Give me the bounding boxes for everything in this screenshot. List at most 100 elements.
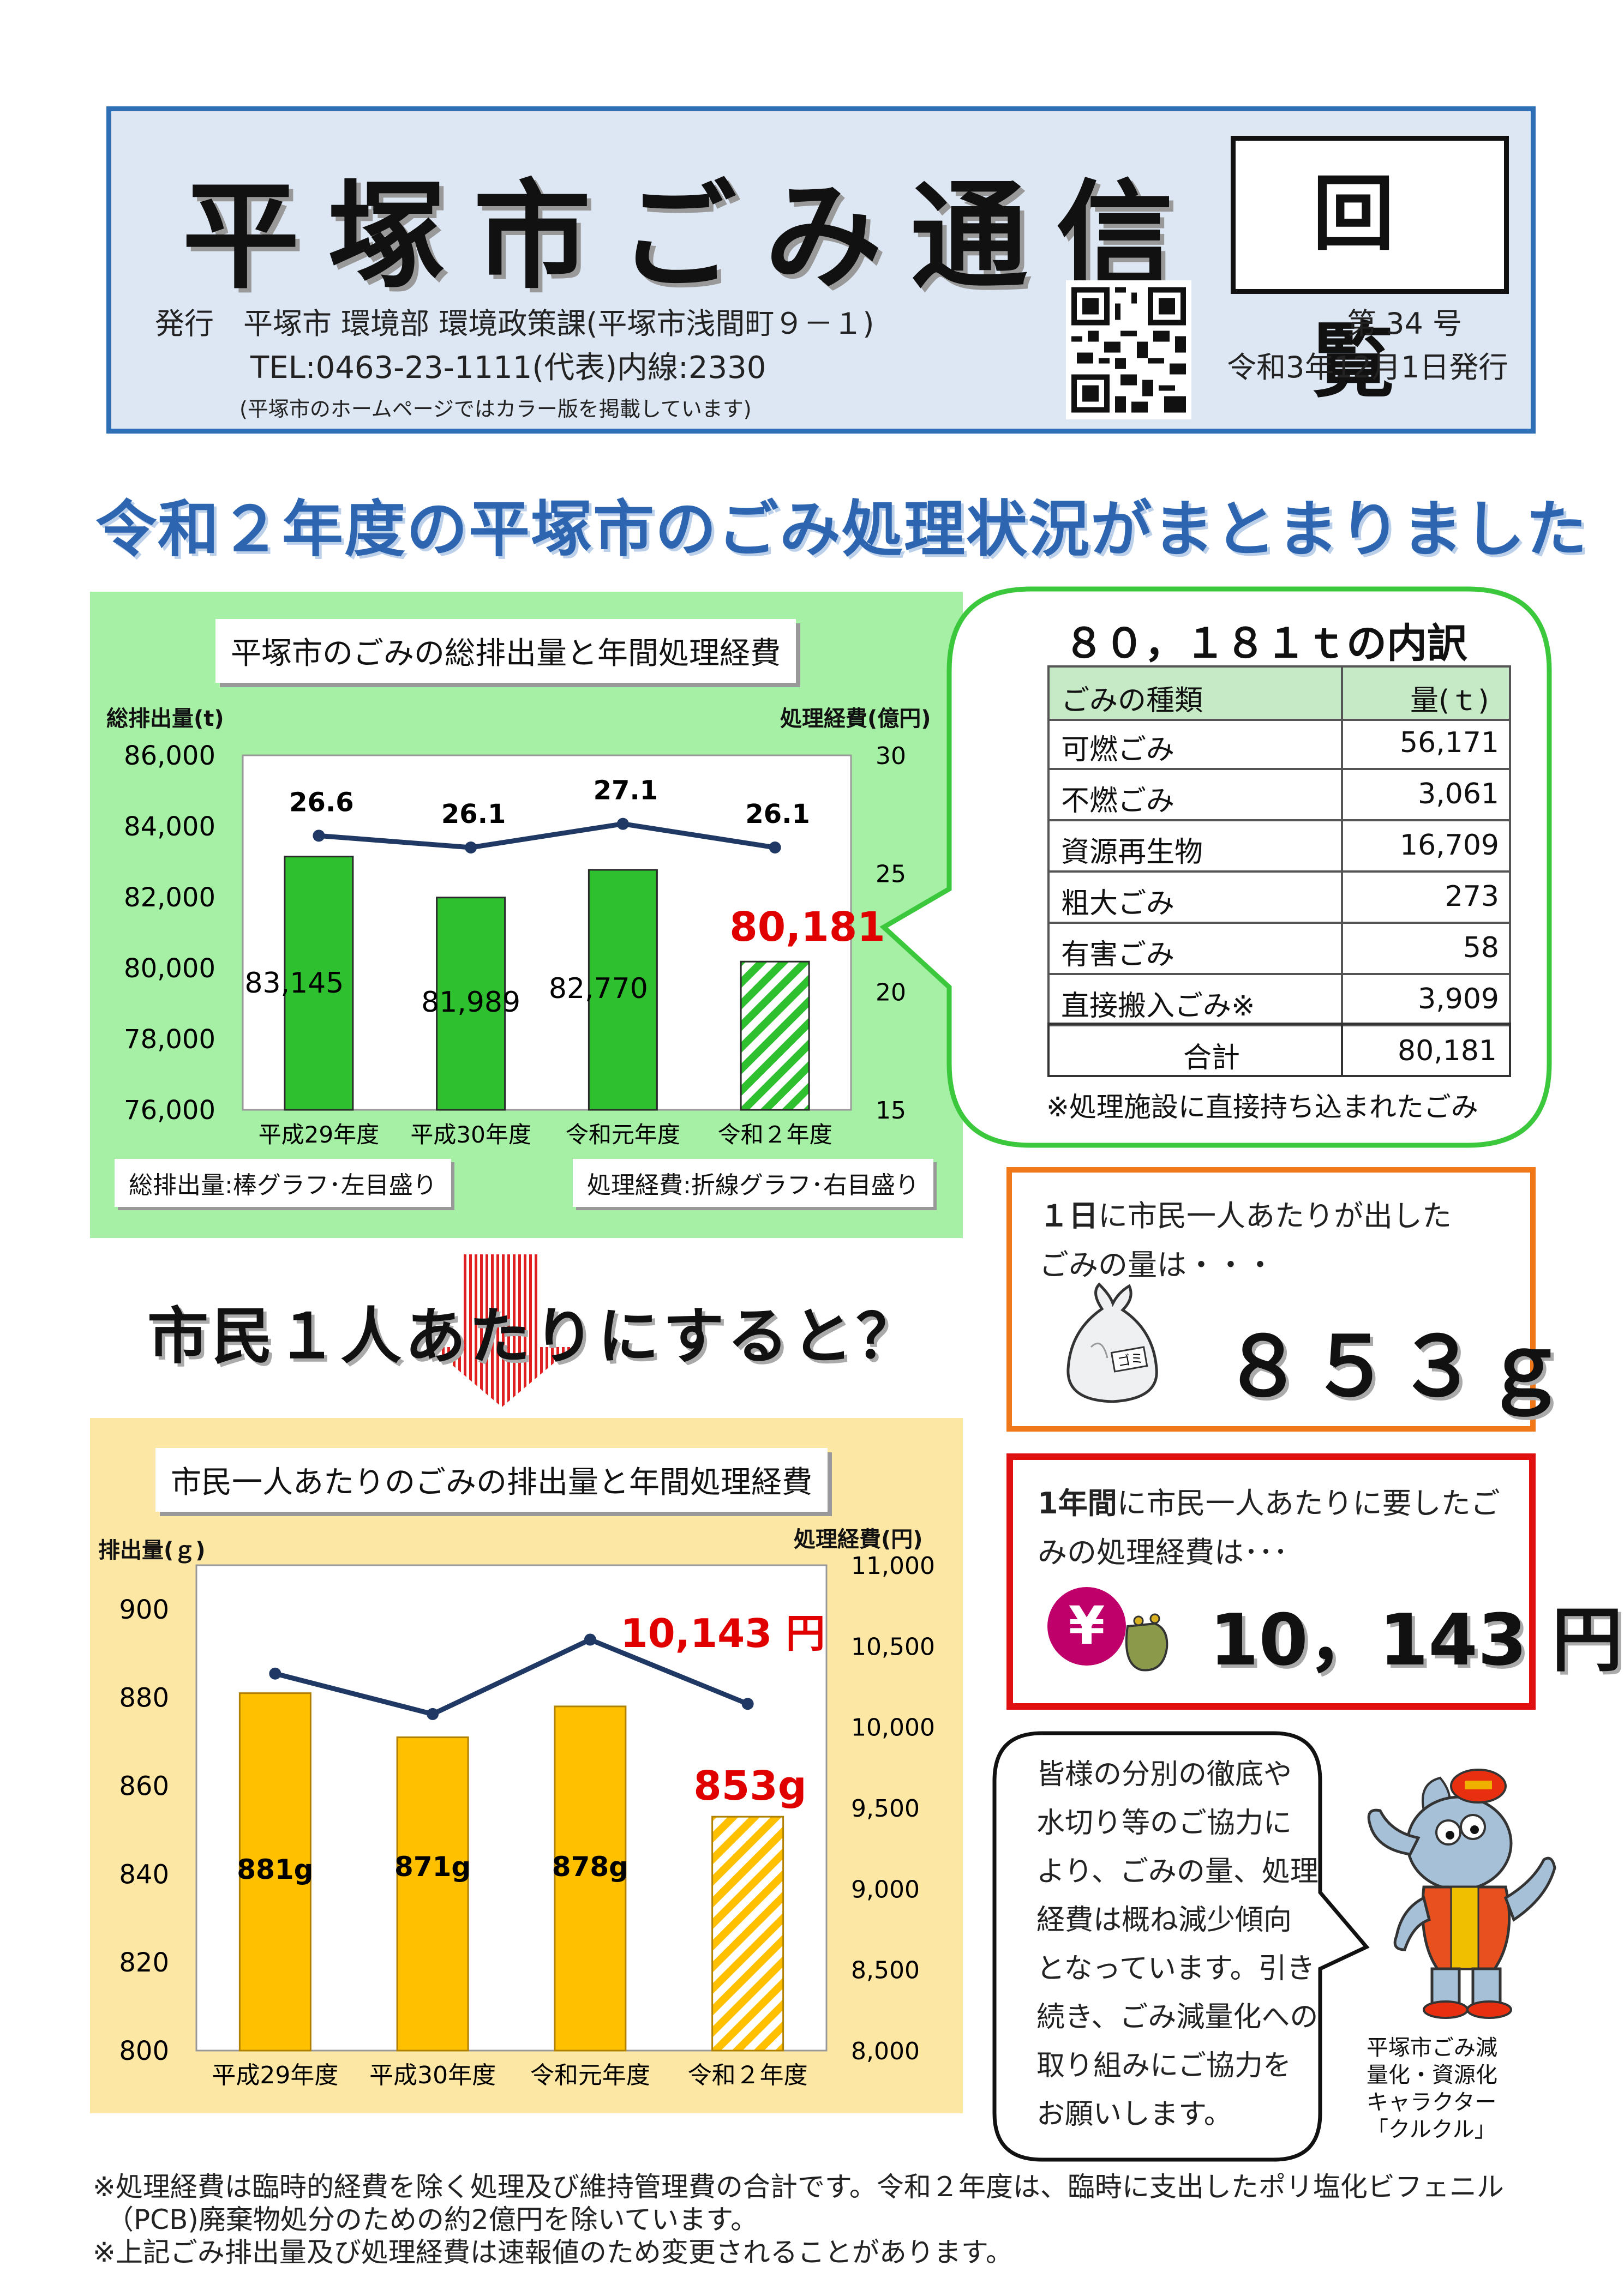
cost-point-4	[741, 1698, 754, 1710]
message-text: 皆様の分別の徹底や 水切り等のご協力に より、ごみの量、処理 経費は概ね減少傾向 となっ…	[1036, 1751, 1319, 2139]
table-left-border	[1047, 665, 1050, 1026]
breakdown-total-row: 合計 80,181	[1047, 1023, 1511, 1077]
cost-line	[274, 1637, 749, 1717]
circulation-stamp: 回 覧	[1231, 136, 1509, 409]
cost-point-2	[427, 1708, 439, 1720]
right-tick-label: 11,000	[851, 1552, 935, 1580]
breakdown-amount: 3,061	[1418, 778, 1499, 810]
right-tick-label: 10,000	[851, 1714, 935, 1742]
cost-line	[319, 821, 776, 850]
chart1-title: 平塚市のごみの総排出量と年間処理経費	[215, 619, 796, 683]
message-line: となっています。引き	[1036, 1952, 1315, 1985]
left-tick-label: 76,000	[124, 1095, 215, 1126]
breakdown-callout-bubble	[879, 586, 1552, 1148]
breakdown-row: 有害ごみ 58	[1047, 922, 1511, 975]
garbage-bag-icon: ゴミ	[1066, 1282, 1158, 1403]
cost-value-label: 27.1	[594, 776, 658, 806]
bar-value-label: 83,145	[244, 967, 344, 1000]
category-label: 令和元年度	[530, 2061, 650, 2089]
left-tick-label: 860	[119, 1771, 169, 1802]
breakdown-amount: 56,171	[1400, 726, 1499, 759]
table-right-border	[1509, 665, 1511, 1026]
footnote-3: ※上記ごみ排出量及び処理経費は速報値のため変更されることがあります。	[93, 2237, 1013, 2268]
cost-value-label: 26.1	[441, 799, 506, 830]
yearly-cost-box: 1年間に市民一人あたりに要したご みの処理経費は･･･ ¥ 10，143 円	[1006, 1453, 1623, 1710]
yearly-line1-bold: 1年間	[1038, 1486, 1117, 1520]
bar-value-label: 871g	[394, 1851, 471, 1883]
cost-point-1	[269, 1667, 281, 1680]
bar-value-label: 881g	[237, 1854, 313, 1885]
newsletter-title: 平塚市ごみ通信	[182, 168, 1202, 305]
left-tick-label: 80,000	[124, 953, 215, 984]
breakdown-type: 不燃ごみ	[1061, 785, 1175, 818]
per-person-heading: 市民１人あたりにすると？	[147, 1301, 921, 1372]
category-label: 令和元年度	[566, 1121, 680, 1148]
right-tick-label: 9,000	[851, 1876, 920, 1903]
category-label: 令和２年度	[718, 1121, 832, 1148]
left-tick-label: 840	[119, 1859, 169, 1890]
column-header-amount: 量(ｔ)	[1410, 684, 1489, 717]
breakdown-title: ８０，１８１ｔの内訳	[1064, 620, 1467, 667]
cost-value-label: 26.6	[289, 787, 353, 818]
chart2-left-axis-label: 排出量(ｇ)	[98, 1538, 206, 1563]
left-tick-label: 800	[119, 2036, 169, 2066]
breakdown-amount: 58	[1463, 931, 1499, 964]
message-line: お願いします。	[1036, 2098, 1232, 2131]
breakdown-amount: 273	[1445, 880, 1499, 913]
cost-point-3	[584, 1633, 596, 1646]
category-label: 令和２年度	[688, 2061, 808, 2089]
breakdown-row: 資源再生物 16,709	[1047, 819, 1511, 873]
issue-number: 第 34 号	[1347, 306, 1463, 341]
right-tick-label: 9,500	[851, 1795, 920, 1823]
right-tick-label: 15	[876, 1097, 906, 1125]
bar-1	[238, 1692, 311, 2052]
publisher-text: 発行 平塚市 環境部 環境政策課(平塚市浅間町９－１)	[155, 306, 874, 341]
mascot-caption: 平塚市ごみ減 量化・資源化 キャラクター 「クルクル」	[1367, 2034, 1497, 2143]
bar-1	[284, 856, 354, 1111]
bar-value-label: 878g	[552, 1851, 628, 1883]
mascot-caption-line: 「クルクル」	[1367, 2117, 1496, 2142]
daily-amount-value: ８５３ｇ	[1222, 1320, 1572, 1415]
left-tick-label: 900	[119, 1595, 169, 1625]
bar-value-label: 82,770	[549, 972, 648, 1005]
right-tick-label: 8,500	[851, 1957, 920, 1985]
cost-point-3	[616, 818, 629, 830]
chart2-plot: 800 820 840 860 880 900 8,000 8,500 9,000 9,500 10…	[119, 1552, 935, 2089]
message-line: 経費は概ね減少傾向	[1036, 1904, 1292, 1937]
column-header-type: ごみの種類	[1061, 684, 1203, 717]
telephone-text: TEL:0463-23-1111(代表)内線:2330	[250, 350, 766, 386]
left-tick-label: 78,000	[124, 1024, 215, 1055]
message-line: 水切り等のご協力に	[1036, 1807, 1292, 1840]
message-line: 皆様の分別の徹底や	[1036, 1758, 1292, 1791]
daily-line1-rest: に市民一人あたりが出した	[1098, 1199, 1452, 1233]
category-label: 平成29年度	[259, 1121, 379, 1148]
message-speech-bubble	[992, 1731, 1370, 2162]
bar-3	[588, 869, 658, 1111]
message-line: 続き、ごみ減量化への	[1036, 2001, 1319, 2034]
highlight-cost-label: 10,143 円	[621, 1610, 825, 1656]
total-divider	[1341, 1025, 1343, 1075]
breakdown-row: 可燃ごみ 56,171	[1047, 717, 1511, 770]
bar-4	[711, 1816, 784, 2052]
bar-2	[436, 897, 506, 1111]
right-tick-label: 10,500	[851, 1633, 935, 1661]
yen-coin-purse-icon: ¥	[1047, 1587, 1168, 1672]
newsletter-header: 平塚市ごみ通信 回 覧 発行 平塚市 環境部 環境政策課(平塚市浅間町９－１) …	[106, 106, 1536, 434]
daily-amount-box: １日に市民一人あたりが出した ごみの量は・・・ ゴミ ８５３ｇ	[1006, 1167, 1566, 1432]
breakdown-row: 不燃ごみ 3,061	[1047, 768, 1511, 821]
highlight-total-label: 80,181	[729, 904, 885, 951]
yen-symbol: ¥	[1069, 1595, 1105, 1656]
left-tick-label: 820	[119, 1948, 169, 1978]
mascot-kurukuru-icon	[1367, 1769, 1556, 2019]
breakdown-type: 粗大ごみ	[1061, 887, 1175, 920]
message-line: より、ごみの量、処理	[1036, 1855, 1319, 1888]
left-tick-label: 84,000	[124, 812, 215, 842]
breakdown-header-row: ごみの種類 量(ｔ)	[1047, 665, 1511, 721]
qr-code-icon[interactable]	[1066, 280, 1191, 419]
highlight-amount-label: 853g	[693, 1763, 806, 1810]
breakdown-row: 直接搬入ごみ※ 3,909	[1047, 973, 1511, 1026]
chart1-plot: 76,000 78,000 80,000 82,000 84,000 86,000 15 20…	[124, 741, 906, 1148]
right-tick-label: 25	[876, 861, 906, 888]
yearly-line2: みの処理経費は･･･	[1038, 1535, 1288, 1570]
table-divider	[1341, 665, 1343, 1026]
